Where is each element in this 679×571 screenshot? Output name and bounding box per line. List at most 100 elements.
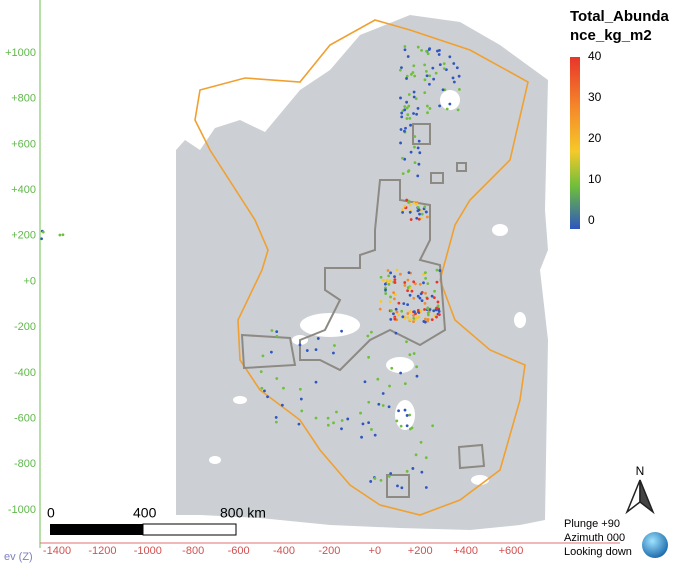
sample-point <box>397 301 401 305</box>
sample-point <box>420 470 424 474</box>
sample-point <box>270 329 274 332</box>
sample-point <box>430 294 434 298</box>
sample-point <box>266 395 269 399</box>
sample-point <box>412 310 416 314</box>
sample-point <box>435 268 439 272</box>
sample-point <box>412 201 416 205</box>
y-tick-label: +1000 <box>5 47 36 59</box>
sample-point <box>406 315 410 319</box>
sample-point <box>434 71 438 75</box>
sample-point <box>423 78 427 82</box>
x-tick-label: -400 <box>273 545 295 557</box>
sample-point <box>316 337 320 340</box>
sample-point <box>403 157 407 161</box>
colorbar-tick-label: 30 <box>588 90 602 104</box>
sample-point <box>399 141 402 145</box>
sample-point <box>448 102 452 106</box>
sample-point <box>415 374 419 378</box>
sample-point <box>376 377 380 381</box>
sample-point <box>437 308 441 312</box>
sample-point <box>412 95 416 99</box>
legend-title: nce_kg_m2 <box>570 27 652 44</box>
colorbar-tick-label: 40 <box>588 49 602 63</box>
sample-point <box>418 151 422 155</box>
compass: N <box>625 464 655 515</box>
sample-point <box>389 472 393 475</box>
sample-point <box>387 283 391 286</box>
y-tick-label: +0 <box>23 275 36 287</box>
sample-point <box>397 409 400 413</box>
sample-point <box>401 156 404 160</box>
x-tick-label: -1000 <box>134 545 162 557</box>
sample-point <box>360 435 363 439</box>
sample-point <box>414 97 418 101</box>
sample-point <box>416 106 420 110</box>
sample-point <box>388 384 391 388</box>
sample-point <box>445 107 449 111</box>
sample-point <box>405 100 409 104</box>
sample-point <box>436 304 440 308</box>
sample-point <box>424 486 428 489</box>
sample-point <box>389 309 393 313</box>
sample-point <box>457 74 461 78</box>
sample-point <box>361 422 365 426</box>
sample-point <box>414 453 418 457</box>
legend-title: Total_Abunda <box>570 8 670 25</box>
sample-point <box>333 344 336 347</box>
sample-point <box>442 67 446 71</box>
sample-point <box>396 484 399 488</box>
sample-point <box>387 405 391 409</box>
compass-label: N <box>636 464 645 478</box>
sample-point <box>403 281 407 284</box>
sample-point <box>410 289 414 293</box>
sample-point <box>393 297 396 301</box>
sample-point <box>455 66 459 70</box>
sample-point <box>420 299 424 303</box>
sample-point <box>413 161 417 164</box>
sample-point <box>387 274 391 278</box>
sample-point <box>405 340 408 344</box>
sample-point <box>415 365 419 369</box>
sample-point <box>423 308 426 311</box>
sample-point <box>393 293 397 297</box>
sample-point <box>438 104 442 108</box>
sample-point <box>393 275 396 279</box>
y-tick-label: -400 <box>14 367 36 379</box>
view-globe[interactable] <box>642 532 668 558</box>
sample-point <box>409 123 412 127</box>
sample-point <box>448 55 452 59</box>
sample-point <box>417 217 421 221</box>
sample-point <box>405 424 409 428</box>
sample-point <box>425 297 429 300</box>
sample-point <box>275 377 279 380</box>
sample-point <box>314 348 318 352</box>
sample-point <box>407 271 411 275</box>
scale-label: 800 km <box>220 505 266 521</box>
sample-point <box>441 88 445 92</box>
sample-point <box>423 205 427 209</box>
sample-point <box>409 150 413 154</box>
sample-point <box>427 48 431 51</box>
sample-point <box>437 53 441 56</box>
sample-point <box>435 315 438 319</box>
sample-point <box>422 281 425 285</box>
sample-point <box>395 310 399 314</box>
sample-point <box>411 467 415 470</box>
sample-point <box>424 276 428 280</box>
sample-point <box>435 306 438 310</box>
sample-point <box>405 77 408 80</box>
sample-point <box>400 111 404 115</box>
sample-point <box>424 291 427 295</box>
sample-point <box>384 292 388 295</box>
sample-point <box>416 206 420 209</box>
sample-point <box>405 198 409 202</box>
axis-label: ev (Z) <box>4 551 33 563</box>
sample-point <box>332 351 335 355</box>
sample-point <box>305 349 309 352</box>
sample-point <box>415 202 419 206</box>
sample-point <box>404 126 407 130</box>
sample-point <box>413 74 417 78</box>
sample-point <box>416 45 420 49</box>
sample-point <box>452 62 456 65</box>
